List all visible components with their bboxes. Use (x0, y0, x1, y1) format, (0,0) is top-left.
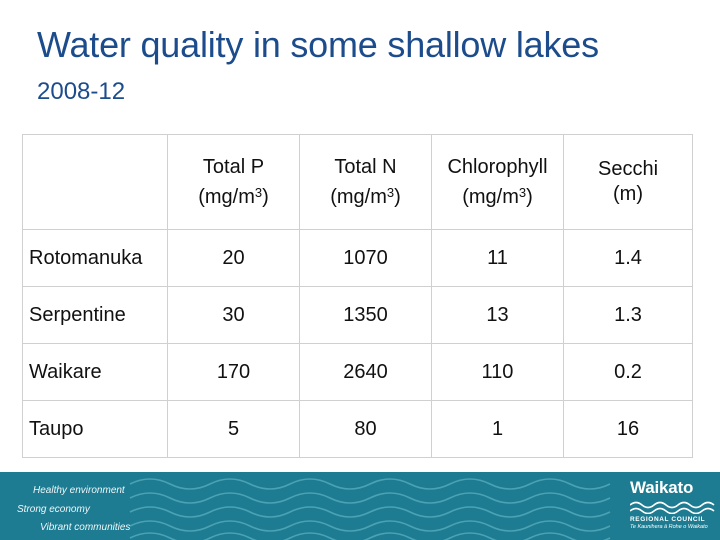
logo-wave-icon (630, 501, 715, 514)
table-header-row: Total P (mg/m3) Total N (mg/m3) Chloroph… (22, 134, 693, 230)
table-row: Waikare 170 2640 110 0.2 (22, 343, 693, 401)
header-label: Secchi (597, 158, 659, 180)
chlorophyll-value: 110 (431, 343, 564, 401)
logo-motto: Te Kaunihera ā Rohe o Waikato (630, 524, 708, 530)
header-unit-close: ) (394, 185, 401, 208)
header-unit-close: ) (526, 185, 533, 208)
header-unit-sup: 3 (254, 184, 263, 200)
total-p-value: 5 (167, 400, 300, 458)
footer-band: Healthy environment Strong economy Vibra… (0, 472, 720, 540)
header-label: Total N (334, 155, 397, 178)
tagline-healthy-environment: Healthy environment (33, 485, 125, 496)
header-cell-total-p: Total P (mg/m3) (167, 134, 300, 230)
slide-title: Water quality in some shallow lakes (37, 24, 599, 65)
total-p-value: 20 (167, 229, 300, 287)
header-label: Chlorophyll (447, 155, 548, 178)
chlorophyll-value: 1 (431, 400, 564, 458)
chlorophyll-value: 11 (431, 229, 564, 287)
header-label: Total P (202, 155, 265, 178)
secchi-value: 1.3 (563, 286, 693, 344)
waikato-logo: Waikato REGIONAL COUNCIL Te Kaunihera ā … (630, 478, 716, 538)
total-n-value: 80 (299, 400, 432, 458)
water-quality-table: Total P (mg/m3) Total N (mg/m3) Chloroph… (22, 134, 693, 458)
tagline-strong-economy: Strong economy (17, 504, 90, 515)
table-row: Rotomanuka 20 1070 11 1.4 (22, 229, 693, 287)
header-unit-text: (mg/m (198, 185, 255, 208)
chlorophyll-value: 13 (431, 286, 564, 344)
secchi-value: 16 (563, 400, 693, 458)
tagline-vibrant-communities: Vibrant communities (40, 522, 131, 533)
header-unit: (mg/m3) (462, 184, 533, 208)
header-unit: (m) (613, 183, 643, 205)
header-cell-blank (22, 134, 168, 230)
logo-org: REGIONAL COUNCIL (630, 516, 706, 523)
header-unit: (mg/m3) (198, 184, 269, 208)
lake-name: Serpentine (22, 286, 168, 344)
header-unit-sup: 3 (518, 184, 527, 200)
lake-name: Waikare (22, 343, 168, 401)
total-n-value: 2640 (299, 343, 432, 401)
header-unit-sup: 3 (386, 184, 395, 200)
slide-subtitle: 2008-12 (37, 78, 126, 105)
header-cell-chlorophyll: Chlorophyll (mg/m3) (431, 134, 564, 230)
lake-name: Taupo (22, 400, 168, 458)
secchi-value: 1.4 (563, 229, 693, 287)
header-cell-secchi: Secchi (m) (563, 134, 693, 230)
table-row: Taupo 5 80 1 16 (22, 400, 693, 458)
total-p-value: 170 (167, 343, 300, 401)
total-p-value: 30 (167, 286, 300, 344)
header-unit-text: (mg/m (462, 185, 519, 208)
header-unit: (mg/m3) (330, 184, 401, 208)
logo-name: Waikato (630, 478, 694, 497)
lake-name: Rotomanuka (22, 229, 168, 287)
wave-pattern-icon (129, 478, 611, 540)
total-n-value: 1070 (299, 229, 432, 287)
header-unit-text: (mg/m (330, 185, 387, 208)
header-cell-total-n: Total N (mg/m3) (299, 134, 432, 230)
table-row: Serpentine 30 1350 13 1.3 (22, 286, 693, 344)
secchi-value: 0.2 (563, 343, 693, 401)
total-n-value: 1350 (299, 286, 432, 344)
header-unit-close: ) (262, 185, 269, 208)
